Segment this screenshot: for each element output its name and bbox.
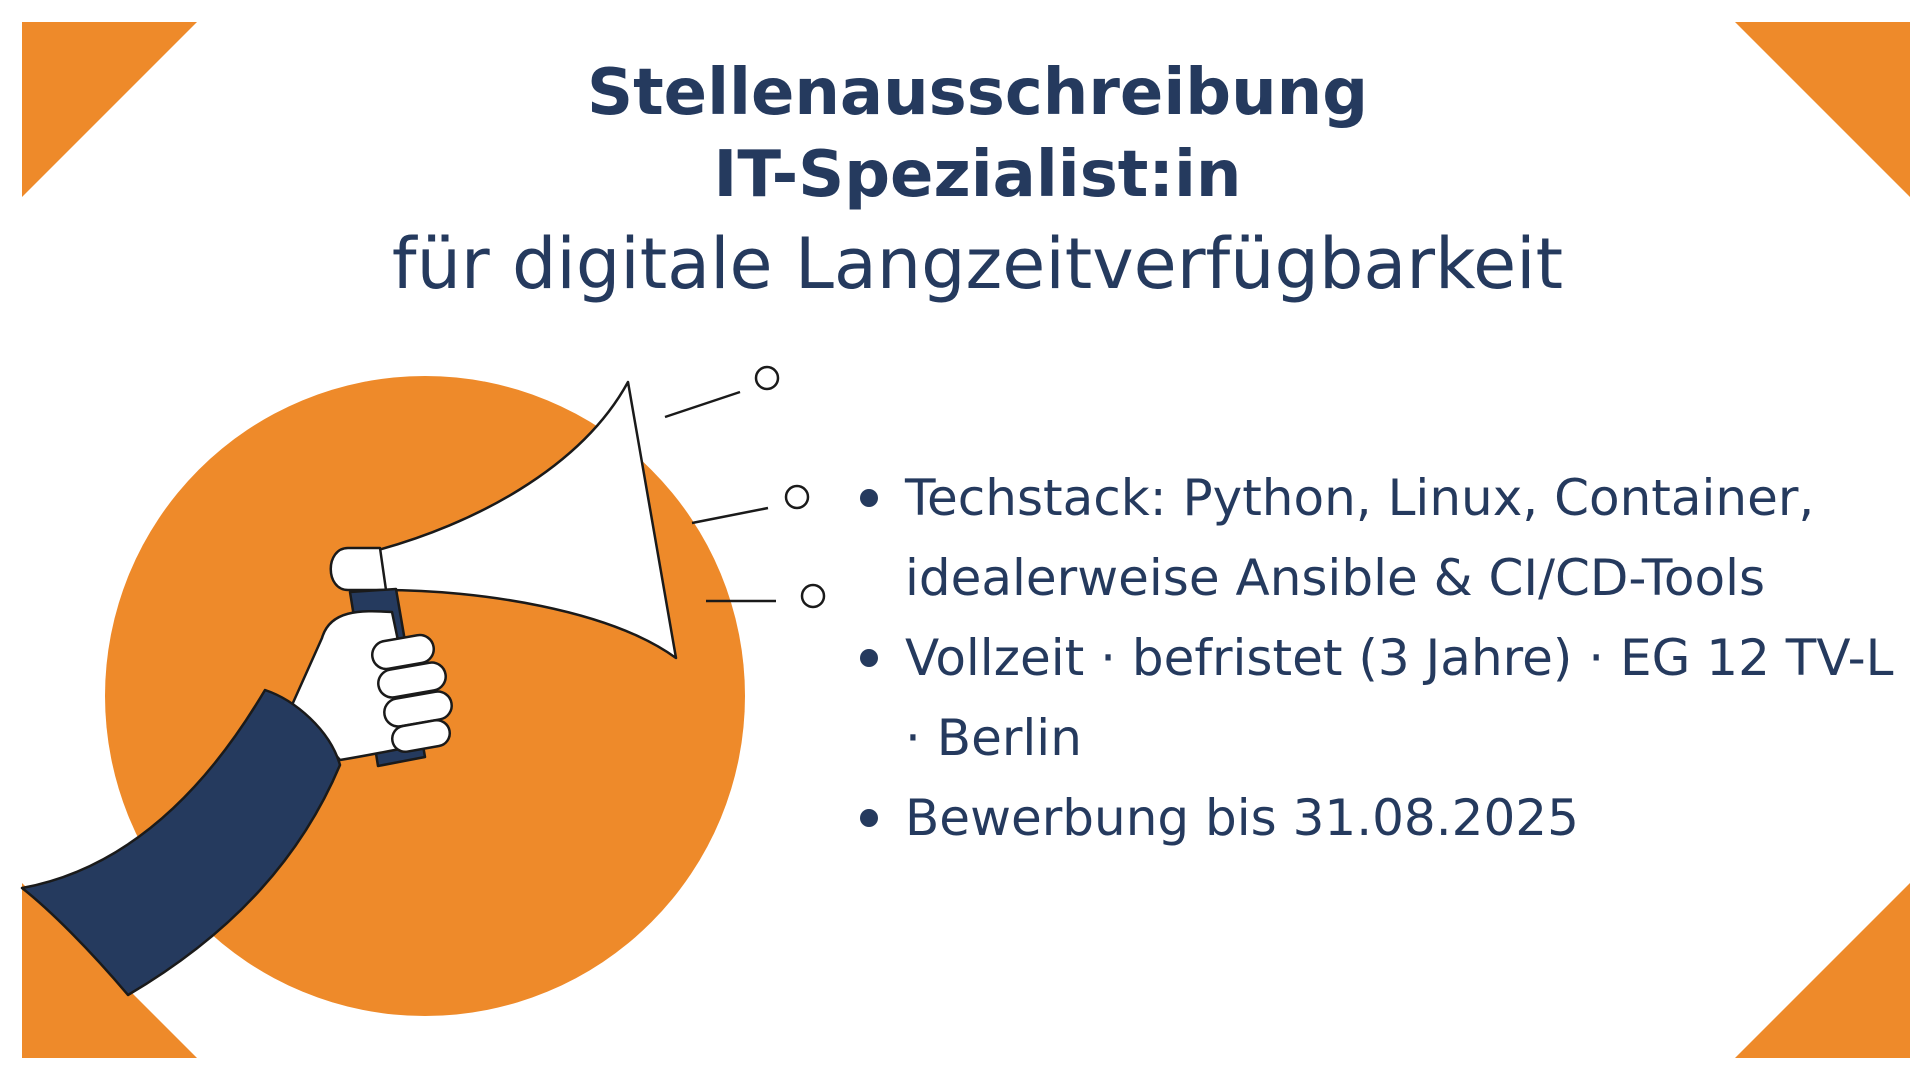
- corner-triangle-bottom-right: [1735, 883, 1910, 1058]
- megaphone-cone: [376, 380, 678, 660]
- fact-text: Techstack: Python, Linux, Container, ide…: [905, 469, 1815, 607]
- list-item: Vollzeit · befristet (3 Jahre) · EG 12 T…: [860, 618, 1910, 778]
- page-heading: Stellenausschreibung IT-Spezialist:in fü…: [0, 52, 1920, 312]
- corner-triangle-top-right: [1735, 22, 1910, 197]
- megaphone-mouthpiece: [329, 546, 388, 592]
- bullet-icon: [860, 489, 878, 507]
- fact-text: Bewerbung bis 31.08.2025: [905, 789, 1579, 847]
- corner-triangle-top-left: [22, 22, 197, 197]
- list-item: Bewerbung bis 31.08.2025: [860, 778, 1910, 858]
- heading-title: Stellenausschreibung: [586, 56, 1369, 130]
- heading-subtitle: für digitale Langzeitverfügbarkeit: [391, 223, 1564, 305]
- finger: [377, 661, 447, 699]
- list-item: Techstack: Python, Linux, Container, ide…: [860, 458, 1910, 618]
- bullet-icon: [860, 649, 878, 667]
- sound-line-icon: [691, 506, 769, 525]
- sound-dot-icon: [784, 484, 810, 510]
- megaphone-in-hand-icon: [0, 340, 860, 1080]
- sound-dot-icon: [800, 583, 826, 609]
- heading-job-title: IT-Spezialist:in: [713, 138, 1242, 212]
- job-facts-list: Techstack: Python, Linux, Container, ide…: [860, 458, 1910, 858]
- finger: [390, 718, 452, 754]
- sleeve: [20, 688, 342, 997]
- sound-dot-icon: [754, 365, 780, 391]
- bullet-icon: [860, 809, 878, 827]
- fact-text: Vollzeit · befristet (3 Jahre) · EG 12 T…: [905, 629, 1894, 767]
- sound-line-icon: [664, 390, 741, 419]
